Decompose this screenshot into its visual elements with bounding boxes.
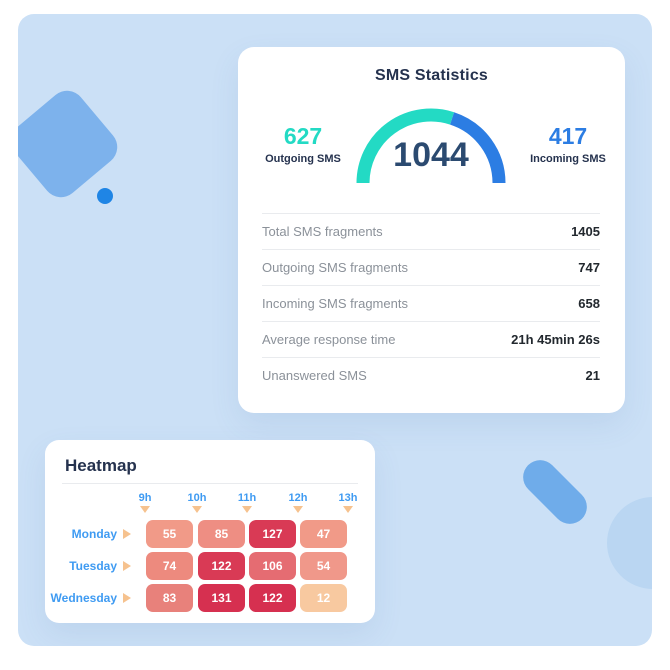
row-value: 21 bbox=[585, 368, 600, 383]
table-row: Total SMS fragments 1405 bbox=[262, 213, 600, 249]
row-label: Incoming SMS fragments bbox=[262, 296, 408, 311]
arrow-right-icon bbox=[123, 529, 131, 539]
row-value: 21h 45min 26s bbox=[511, 332, 600, 347]
table-row: Average response time 21h 45min 26s bbox=[262, 321, 600, 357]
table-row: Incoming SMS fragments 658 bbox=[262, 285, 600, 321]
row-value: 658 bbox=[578, 296, 600, 311]
background-canvas: SMS Statistics 1044 627 Outgoing SMS 417… bbox=[18, 14, 652, 646]
sms-statistics-card: SMS Statistics 1044 627 Outgoing SMS 417… bbox=[238, 47, 625, 413]
row-label: Total SMS fragments bbox=[262, 224, 383, 239]
incoming-sms-value: 417 bbox=[548, 123, 588, 149]
hour-label: 12h bbox=[288, 492, 308, 504]
heatmap-cell: 74 bbox=[146, 552, 193, 580]
row-value: 1405 bbox=[571, 224, 600, 239]
gauge-chart bbox=[356, 108, 506, 184]
outgoing-sms-stat: 627 Outgoing SMS bbox=[245, 123, 361, 166]
decor-circle bbox=[607, 497, 652, 589]
outgoing-sms-label: Outgoing SMS bbox=[265, 153, 341, 165]
hour-label: 11h bbox=[237, 492, 257, 504]
table-row: Outgoing SMS fragments 747 bbox=[262, 249, 600, 285]
card-title: SMS Statistics bbox=[374, 67, 489, 84]
gauge-total-value: 1044 bbox=[393, 136, 469, 174]
decor-dot bbox=[97, 188, 113, 204]
sms-stats-table: Total SMS fragments 1405 Outgoing SMS fr… bbox=[262, 213, 600, 393]
row-label: Average response time bbox=[262, 332, 396, 347]
gauge-arc-outgoing bbox=[356, 108, 455, 184]
arrow-down-icon bbox=[140, 506, 150, 513]
arrow-right-icon bbox=[123, 561, 131, 571]
heatmap-cell: 85 bbox=[198, 520, 245, 548]
arrow-down-icon bbox=[343, 506, 353, 513]
outgoing-sms-value: 627 bbox=[283, 123, 323, 149]
heatmap-cell: 47 bbox=[300, 520, 347, 548]
gauge-arc-incoming bbox=[449, 112, 506, 184]
day-label: Wednesday bbox=[50, 591, 117, 605]
heatmap-card: Heatmap 9h 10h 11h 12h 13h Monday Tuesda… bbox=[45, 440, 375, 623]
decor-pill bbox=[516, 453, 594, 531]
arrow-down-icon bbox=[293, 506, 303, 513]
divider bbox=[62, 483, 358, 484]
arrow-down-icon bbox=[242, 506, 252, 513]
row-label: Outgoing SMS fragments bbox=[262, 260, 408, 275]
heatmap-cell: 122 bbox=[198, 552, 245, 580]
hour-label: 10h bbox=[187, 492, 207, 504]
heatmap-cell: 106 bbox=[249, 552, 296, 580]
row-value: 747 bbox=[578, 260, 600, 275]
arrow-right-icon bbox=[123, 593, 131, 603]
day-label: Monday bbox=[71, 527, 117, 541]
day-label: Tuesday bbox=[69, 559, 117, 573]
incoming-sms-label: Incoming SMS bbox=[530, 153, 606, 165]
incoming-sms-stat: 417 Incoming SMS bbox=[510, 123, 626, 166]
decor-rounded-square bbox=[18, 83, 125, 205]
heatmap-cell: 12 bbox=[300, 584, 347, 612]
heatmap-cell: 127 bbox=[249, 520, 296, 548]
heatmap-cell: 83 bbox=[146, 584, 193, 612]
hour-label: 9h bbox=[138, 492, 152, 504]
heatmap-cell: 131 bbox=[198, 584, 245, 612]
heatmap-cell: 54 bbox=[300, 552, 347, 580]
table-row: Unanswered SMS 21 bbox=[262, 357, 600, 393]
row-label: Unanswered SMS bbox=[262, 368, 367, 383]
heatmap-cell: 55 bbox=[146, 520, 193, 548]
arrow-down-icon bbox=[192, 506, 202, 513]
hour-label: 13h bbox=[338, 492, 358, 504]
heatmap-cell: 122 bbox=[249, 584, 296, 612]
heatmap-title: Heatmap bbox=[65, 456, 137, 475]
